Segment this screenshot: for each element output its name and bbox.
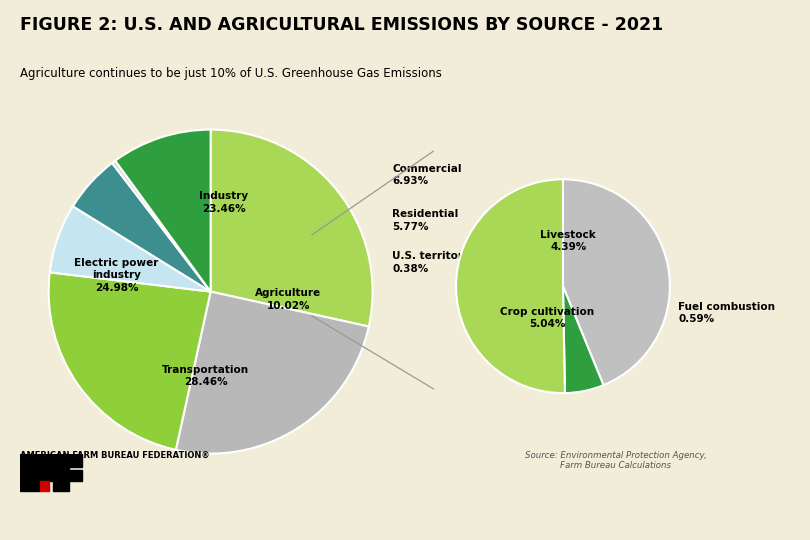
- Text: AMERICAN FARM BUREAU FEDERATION®: AMERICAN FARM BUREAU FEDERATION®: [20, 451, 210, 460]
- Bar: [40, 481, 49, 491]
- Wedge shape: [115, 130, 211, 292]
- Wedge shape: [73, 163, 211, 292]
- Text: Source: Environmental Protection Agency,
Farm Bureau Calculations: Source: Environmental Protection Agency,…: [525, 451, 706, 470]
- Wedge shape: [211, 130, 373, 327]
- Text: FIGURE 2: U.S. AND AGRICULTURAL EMISSIONS BY SOURCE - 2021: FIGURE 2: U.S. AND AGRICULTURAL EMISSION…: [20, 16, 663, 34]
- Wedge shape: [112, 161, 211, 292]
- Text: Residential
5.77%: Residential 5.77%: [392, 209, 458, 232]
- Text: U.S. territories
0.38%: U.S. territories 0.38%: [392, 251, 480, 274]
- Text: Agriculture continues to be just 10% of U.S. Greenhouse Gas Emissions: Agriculture continues to be just 10% of …: [20, 68, 442, 80]
- Bar: [40, 470, 59, 481]
- Wedge shape: [49, 206, 211, 292]
- Text: Crop cultivation
5.04%: Crop cultivation 5.04%: [500, 307, 594, 329]
- Bar: [53, 454, 69, 491]
- Wedge shape: [456, 179, 565, 393]
- Bar: [40, 454, 66, 470]
- Text: Industry
23.46%: Industry 23.46%: [199, 191, 248, 214]
- Text: Commercial
6.93%: Commercial 6.93%: [392, 164, 462, 186]
- Wedge shape: [563, 179, 670, 385]
- Bar: [69, 454, 82, 467]
- Text: Electric power
industry
24.98%: Electric power industry 24.98%: [75, 258, 159, 293]
- Text: Transportation
28.46%: Transportation 28.46%: [162, 364, 249, 387]
- Bar: [69, 470, 82, 481]
- Wedge shape: [563, 286, 603, 393]
- Wedge shape: [176, 292, 369, 454]
- Text: Agriculture
10.02%: Agriculture 10.02%: [255, 288, 322, 311]
- Bar: [20, 454, 40, 491]
- Text: Fuel combustion
0.59%: Fuel combustion 0.59%: [679, 302, 775, 324]
- Wedge shape: [49, 272, 211, 450]
- Text: Livestock
4.39%: Livestock 4.39%: [540, 230, 596, 253]
